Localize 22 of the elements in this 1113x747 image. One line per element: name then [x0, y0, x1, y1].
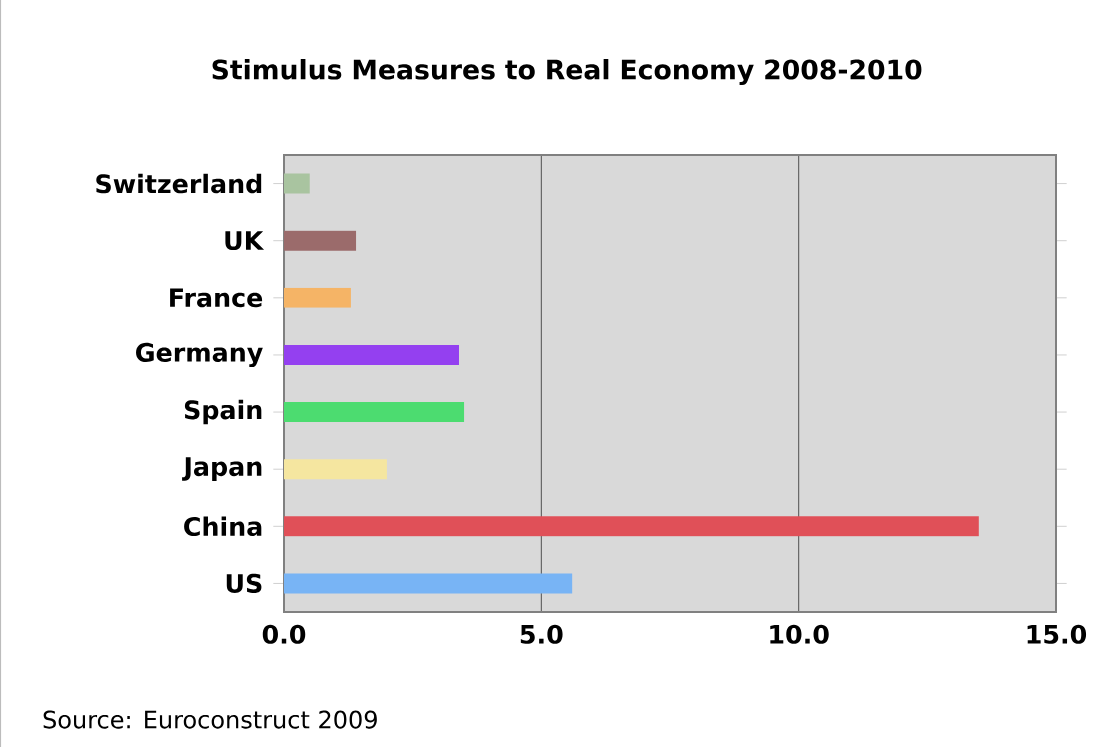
y-tick-label: UK: [225, 231, 265, 251]
bar: [284, 173, 310, 194]
y-tick-label: Japan: [182, 457, 262, 482]
y-tick-label: Spain: [184, 399, 262, 425]
chart-title: Stimulus Measures to Real Economy 2008-2010: [212, 58, 922, 85]
bar: [284, 402, 465, 423]
x-tick-label: 15.0: [1027, 624, 1087, 644]
bar: [284, 230, 357, 251]
x-tick-label: 0.0: [262, 624, 306, 644]
source-note: Source: Euroconstruct 2009: [43, 710, 377, 729]
bar: [284, 344, 459, 365]
y-tick-label: France: [170, 288, 263, 308]
y-tick-label: Switzerland: [96, 173, 262, 194]
bar: [284, 287, 351, 308]
x-tick-label: 5.0: [520, 624, 563, 644]
y-tick-label: US: [226, 573, 262, 594]
x-tick-label: 10.0: [770, 624, 829, 644]
y-tick-label: Germany: [136, 342, 263, 368]
bar: [284, 459, 387, 480]
y-tick-label: China: [184, 516, 262, 537]
bar: [284, 516, 979, 537]
bar: [284, 573, 573, 594]
